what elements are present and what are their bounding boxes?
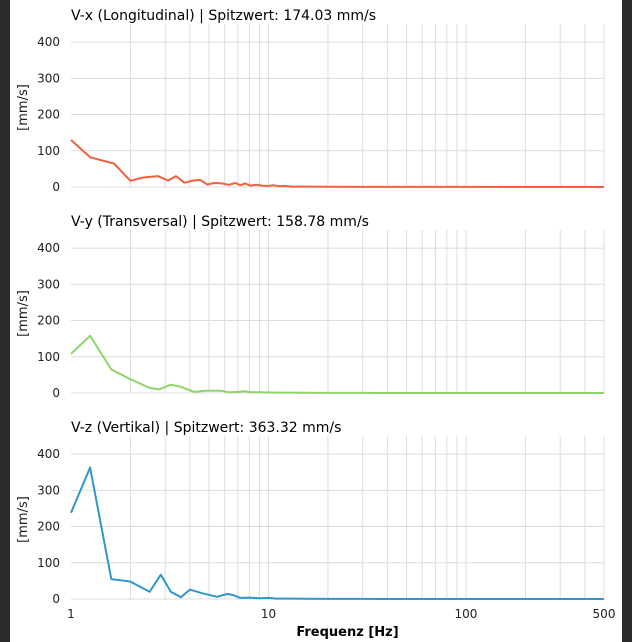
- x-tick-label: 500: [593, 607, 616, 621]
- y-tick-label: 100: [37, 350, 60, 364]
- y-tick-label: 300: [37, 71, 60, 85]
- series-line: [70, 334, 604, 394]
- y-axis-label: [mm/s]: [16, 84, 31, 131]
- y-tick-label: 0: [52, 386, 60, 400]
- y-tick-label: 200: [37, 520, 60, 534]
- y-tick-label: 400: [37, 241, 60, 255]
- y-axis-label: [mm/s]: [16, 496, 31, 543]
- y-tick-label: 300: [37, 483, 60, 497]
- x-tick-label: 1: [67, 607, 75, 621]
- y-tick-label: 0: [52, 592, 60, 606]
- x-axis-label: Frequenz [Hz]: [296, 625, 398, 640]
- y-tick-label: 400: [37, 447, 60, 461]
- y-tick-label: 0: [52, 180, 60, 194]
- panel-title: V-z (Vertikal) | Spitzwert: 363.32 mm/s: [71, 420, 341, 436]
- y-tick-label: 300: [37, 277, 60, 291]
- y-tick-label: 100: [37, 144, 60, 158]
- y-tick-label: 200: [37, 314, 60, 328]
- y-tick-label: 100: [37, 556, 60, 570]
- series-line: [70, 466, 604, 600]
- panel-title: V-y (Transversal) | Spitzwert: 158.78 mm…: [71, 214, 369, 230]
- y-axis-label: [mm/s]: [16, 290, 31, 337]
- series-line: [70, 139, 604, 188]
- x-tick-label: 100: [455, 607, 478, 621]
- panel-title: V-x (Longitudinal) | Spitzwert: 174.03 m…: [71, 8, 376, 24]
- y-tick-label: 400: [37, 35, 60, 49]
- x-tick-label: 10: [261, 607, 276, 621]
- y-tick-label: 200: [37, 108, 60, 122]
- chart-page: 0 100 200 300 400 V-x (Longitudinal) | Spitzw…: [10, 0, 622, 642]
